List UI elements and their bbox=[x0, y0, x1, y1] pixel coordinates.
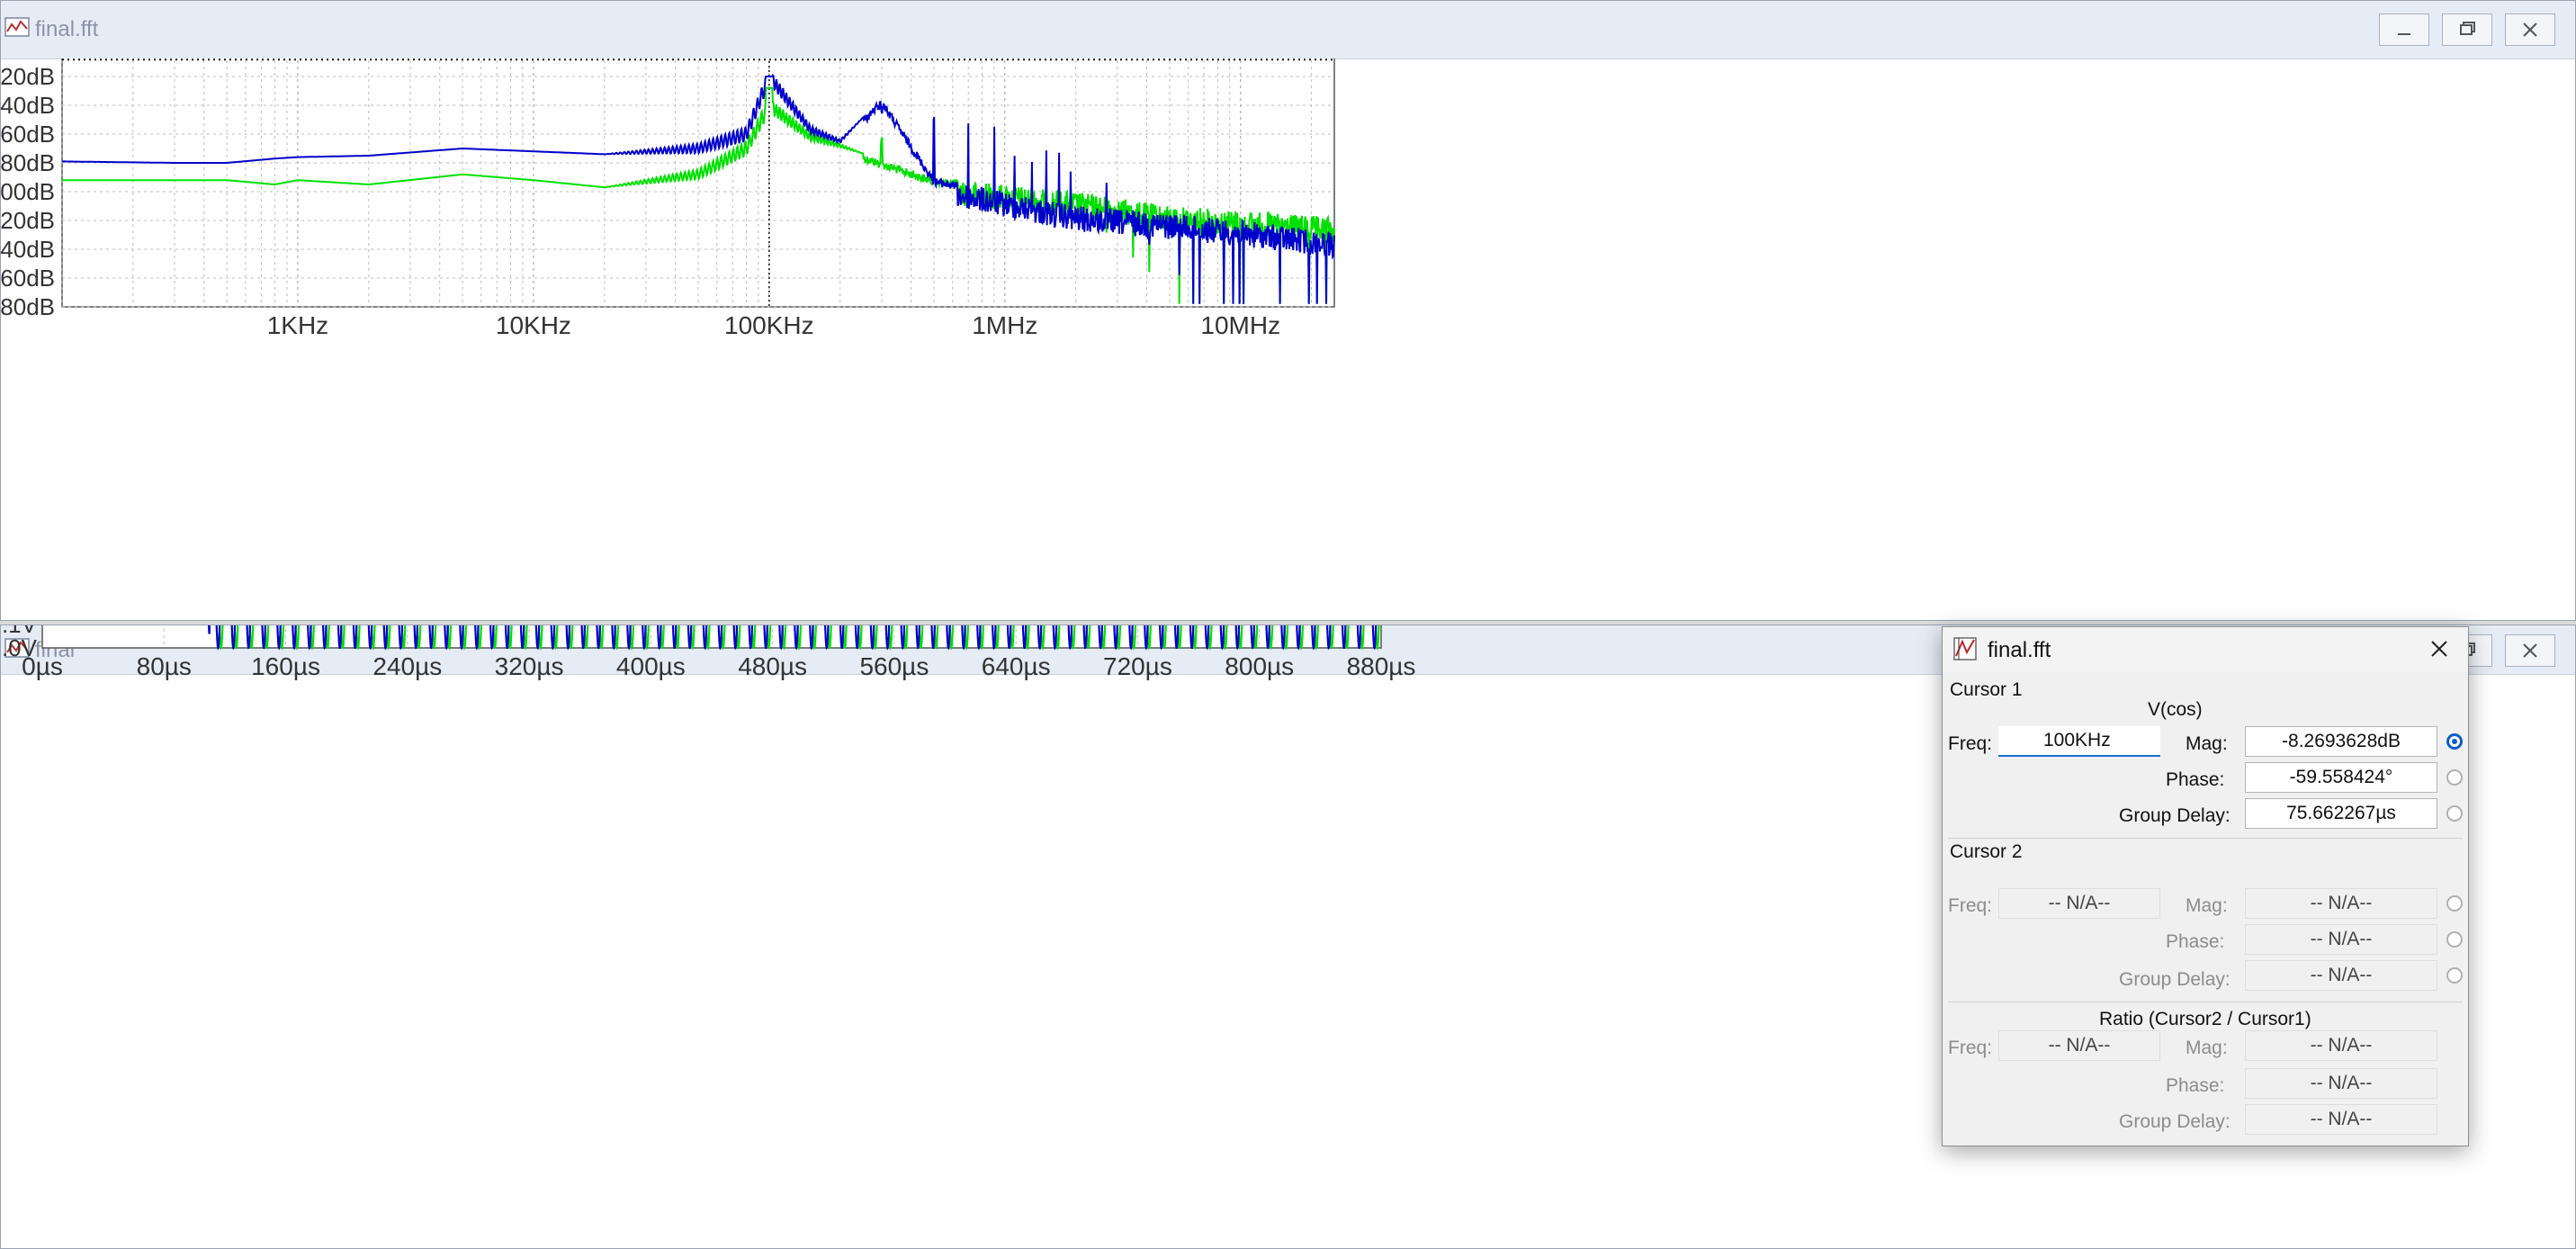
time-plot[interactable]: 3.1V3.0V2.9V2.8V2.7V2.6V2.5V2.4V2.3V2.2V… bbox=[1, 624, 2575, 1249]
cursor1-mag-label: Mag: bbox=[2186, 733, 2228, 754]
cursor1-trace-name: V(cos) bbox=[2148, 699, 2203, 720]
time-x-tick-label: 720µs bbox=[1103, 652, 1172, 680]
cursor1-phase-value: -59.558424° bbox=[2245, 762, 2437, 793]
cursor1-mag-radio[interactable] bbox=[2446, 733, 2463, 750]
fft-trace-cos bbox=[62, 73, 1335, 304]
cursor-probe-icon bbox=[1953, 637, 1977, 660]
fft-restore-button[interactable] bbox=[2442, 13, 2492, 46]
minimize-icon bbox=[2398, 33, 2410, 35]
fft-y-tick-label: -20dB bbox=[1, 63, 55, 90]
fft-x-tick-label: 1KHz bbox=[267, 311, 328, 339]
time-close-button[interactable] bbox=[2505, 634, 2555, 667]
cursor2-phase-value: -- N/A-- bbox=[2245, 924, 2437, 955]
fft-y-tick-label: -40dB bbox=[1, 92, 55, 119]
fft-window-titlebar[interactable]: final.fft bbox=[1, 1, 2575, 59]
ratio-freq-value: -- N/A-- bbox=[1998, 1030, 2160, 1061]
cursor1-group-delay-label: Group Delay: bbox=[2119, 805, 2230, 826]
fft-x-tick-label: 10MHz bbox=[1200, 311, 1280, 339]
cursor2-mag-radio[interactable] bbox=[2446, 895, 2463, 912]
time-x-tick-label: 880µs bbox=[1347, 652, 1416, 680]
close-icon bbox=[2431, 641, 2447, 657]
cursor1-freq-input[interactable]: 100KHz bbox=[1998, 726, 2160, 757]
waveform-app-icon bbox=[4, 17, 30, 37]
fft-window: final.fft 0dB-20dB-40dB-60dB-80dB-100dB-… bbox=[0, 0, 2576, 621]
ratio-mag-value: -- N/A-- bbox=[2245, 1030, 2437, 1061]
cursor2-heading: Cursor 2 bbox=[1950, 841, 2023, 862]
fft-x-tick-label: 1MHz bbox=[972, 311, 1037, 339]
cursor-dialog: final.fft Cursor 1 V(cos) Freq: 100KHz M… bbox=[1942, 626, 2469, 1146]
time-y-tick-label: 2.1V bbox=[1, 624, 38, 638]
time-x-tick-label: 640µs bbox=[982, 652, 1051, 680]
ratio-mag-label: Mag: bbox=[2186, 1038, 2228, 1058]
fft-y-tick-label: -80dB bbox=[1, 149, 55, 176]
cursor-dialog-close-button[interactable] bbox=[2423, 633, 2455, 665]
fft-close-button[interactable] bbox=[2505, 13, 2555, 46]
fft-y-tick-label: -140dB bbox=[1, 236, 55, 263]
ratio-phase-label: Phase: bbox=[2166, 1075, 2225, 1096]
restore-icon bbox=[2460, 22, 2475, 35]
time-x-tick-label: 160µs bbox=[251, 652, 320, 680]
close-icon bbox=[2523, 22, 2537, 37]
cursor1-freq-label: Freq: bbox=[1948, 733, 1993, 754]
cursor1-heading: Cursor 1 bbox=[1950, 679, 2023, 700]
fft-y-tick-label: -60dB bbox=[1, 121, 55, 148]
cursor2-mag-value: -- N/A-- bbox=[2245, 888, 2437, 919]
cursor2-freq-label: Freq: bbox=[1948, 895, 1993, 916]
waveform-app-icon bbox=[4, 638, 30, 658]
fft-plot[interactable]: 0dB -20dB-40dB-60dB-80dB-100dB-120dB-140d… bbox=[1, 58, 2575, 620]
fft-y-tick-label: -120dB bbox=[1, 207, 55, 234]
ratio-group-delay-label: Group Delay: bbox=[2119, 1111, 2230, 1132]
cursor1-phase-radio[interactable] bbox=[2446, 769, 2463, 786]
cursor2-group-delay-radio[interactable] bbox=[2446, 967, 2463, 984]
time-y-tick-label: 2.0V bbox=[1, 634, 38, 661]
time-x-tick-label: 320µs bbox=[495, 652, 564, 680]
fft-y-tick-label: -160dB bbox=[1, 265, 55, 292]
time-x-tick-label: 240µs bbox=[372, 652, 442, 680]
cursor2-freq-value: -- N/A-- bbox=[1998, 888, 2160, 919]
ratio-phase-value: -- N/A-- bbox=[2245, 1068, 2437, 1099]
cursor2-phase-label: Phase: bbox=[2166, 931, 2225, 952]
ratio-group-delay-value: -- N/A-- bbox=[2245, 1104, 2437, 1135]
time-x-tick-label: 800µs bbox=[1225, 652, 1294, 680]
ratio-heading: Ratio (Cursor2 / Cursor1) bbox=[2099, 1009, 2311, 1029]
fft-x-tick-label: 100KHz bbox=[724, 311, 814, 339]
time-x-tick-label: 80µs bbox=[137, 652, 192, 680]
cursor1-group-delay-value: 75.662267µs bbox=[2245, 798, 2437, 829]
fft-minimize-button[interactable] bbox=[2379, 13, 2429, 46]
fft-y-tick-label: -180dB bbox=[1, 293, 55, 320]
fft-x-tick-label: 10KHz bbox=[496, 311, 571, 339]
time-x-tick-label: 400µs bbox=[616, 652, 686, 680]
ratio-freq-label: Freq: bbox=[1948, 1038, 1993, 1058]
cursor-dialog-titlebar[interactable]: final.fft bbox=[1943, 627, 2468, 672]
cursor2-phase-radio[interactable] bbox=[2446, 931, 2463, 948]
cursor1-mag-value: -8.2693628dB bbox=[2245, 726, 2437, 757]
fft-y-tick-label: 0dB bbox=[13, 58, 55, 61]
time-x-tick-label: 0µs bbox=[22, 652, 63, 680]
cursor2-group-delay-value: -- N/A-- bbox=[2245, 960, 2437, 991]
cursor2-group-delay-label: Group Delay: bbox=[2119, 969, 2230, 990]
cursor-dialog-title: final.fft bbox=[1988, 638, 2051, 662]
cursor-dialog-separator bbox=[1948, 838, 2463, 839]
cursor2-mag-label: Mag: bbox=[2186, 895, 2228, 916]
time-x-tick-label: 560µs bbox=[859, 652, 929, 680]
fft-window-title: final.fft bbox=[35, 17, 99, 41]
close-icon bbox=[2523, 643, 2537, 658]
time-x-tick-label: 480µs bbox=[738, 652, 807, 680]
cursor1-group-delay-radio[interactable] bbox=[2446, 805, 2463, 822]
fft-y-tick-label: -100dB bbox=[1, 178, 55, 205]
cursor1-phase-label: Phase: bbox=[2166, 769, 2225, 790]
